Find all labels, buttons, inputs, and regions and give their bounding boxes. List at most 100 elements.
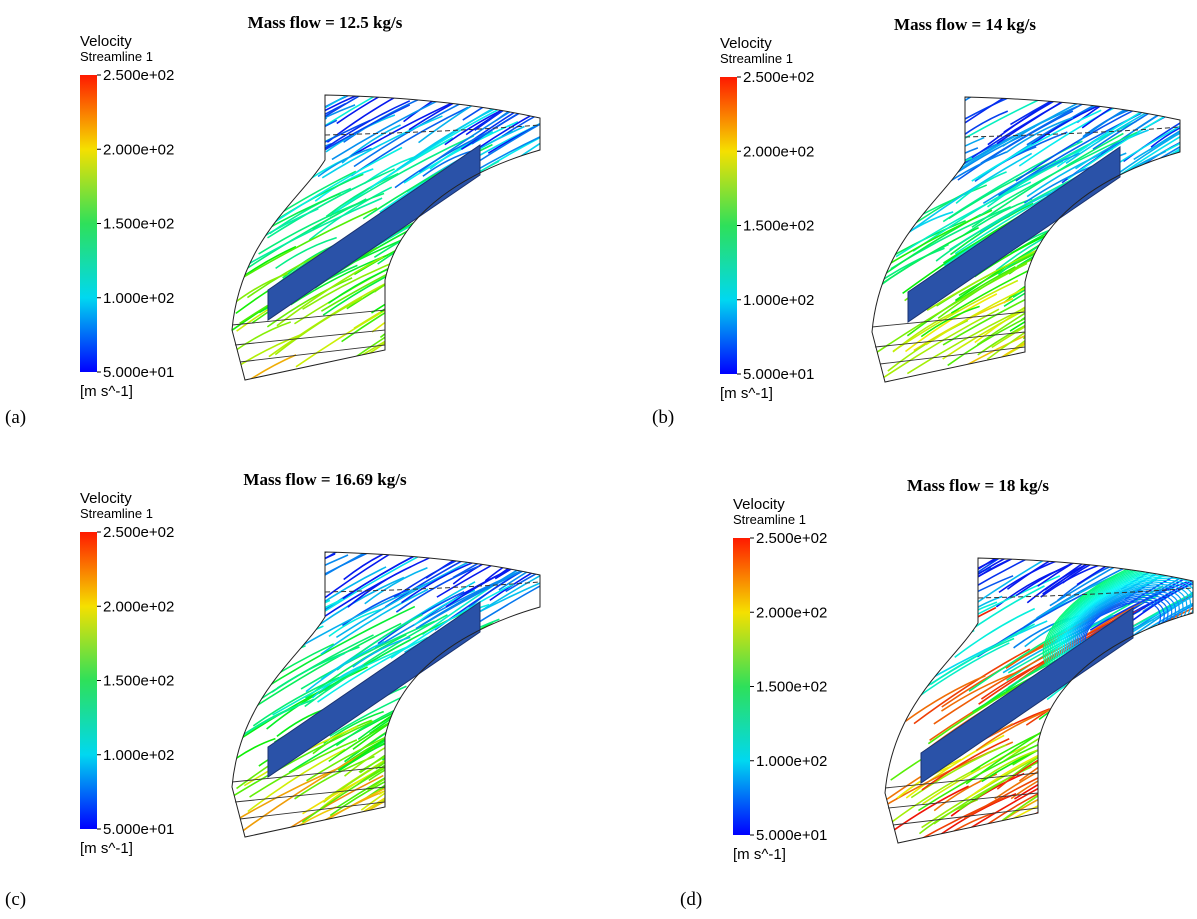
streamline [1107,189,1169,223]
streamline [1066,220,1125,251]
streamline [514,206,540,255]
colorbar [720,77,737,374]
streamline [937,257,1035,319]
streamline [483,760,540,813]
streamline [1110,242,1180,318]
streamline [446,747,513,787]
streamline [463,645,540,733]
streamline [1172,627,1193,666]
streamline [276,256,384,327]
streamline [1078,786,1180,843]
streamline [1089,781,1193,841]
streamline [389,689,520,758]
streamline [503,766,540,837]
streamline [1126,688,1193,726]
streamline [328,608,382,638]
streamline [905,330,1036,382]
streamline [1081,97,1169,129]
streamline [1170,626,1193,694]
streamline [415,552,540,630]
streamline [1115,755,1193,817]
streamline [1149,358,1180,382]
streamline [1067,328,1152,376]
streamline [406,298,460,333]
streamline [427,333,498,373]
streamline [475,242,527,272]
streamline [395,565,480,613]
streamline [513,707,540,775]
streamline [444,666,540,742]
streamline [1069,285,1126,322]
streamline [954,607,1036,658]
hub-line [964,126,1181,138]
streamline [1168,715,1193,755]
streamline [450,355,509,380]
streamline [379,292,452,339]
streamline [491,670,540,755]
streamline [469,144,540,229]
streamline [1111,695,1193,761]
streamline [500,655,540,688]
streamline [1020,261,1128,321]
streamline [1104,716,1163,749]
streamline [432,207,533,271]
streamline [444,233,540,312]
streamline [902,152,1033,238]
streamline [955,171,1007,204]
streamline [1101,329,1180,382]
streamline [384,552,521,608]
streamline [445,680,540,772]
streamline [1022,305,1086,340]
streamline [485,552,540,591]
streamline [1059,287,1149,341]
streamline [478,216,540,304]
streamline [1054,232,1171,298]
streamline [892,279,1019,352]
streamline [920,305,980,338]
outlet-band [884,772,1039,826]
streamline [471,172,540,273]
streamline [276,646,360,689]
streamline [1011,305,1141,382]
blade [267,144,481,321]
streamline [1113,289,1180,373]
panel: Mass flow = 16.69 kg/s VelocityStreamline… [80,470,541,857]
streamline [462,95,540,121]
streamline [431,307,540,380]
streamline [321,115,443,179]
colorbar [80,75,97,372]
streamline [394,131,489,189]
streamline [287,579,436,655]
streamline [308,186,393,241]
streamline [508,271,540,345]
streamline [1124,686,1193,749]
streamline [472,702,540,796]
streamline [1107,178,1180,256]
streamline [903,636,968,676]
blade [907,146,1121,323]
streamline [236,581,291,613]
streamline [1025,776,1152,843]
legend-subtitle: Streamline 1 [80,49,153,64]
streamline [1089,581,1187,631]
streamline [341,306,454,370]
streamline [1114,98,1180,180]
streamline [508,246,540,320]
blade [267,601,481,778]
streamline [325,172,399,218]
streamline [507,294,540,374]
domain-outline [231,551,541,838]
streamline [502,235,540,319]
streamline [1010,97,1147,126]
streamline [1119,97,1180,163]
streamline [422,686,518,736]
streamline [463,730,540,823]
streamline [1026,261,1079,290]
streamline [1121,727,1193,815]
streamline [497,794,540,837]
streamline [1126,186,1180,263]
streamline [331,95,477,161]
streamline [474,603,540,686]
streamline [1110,643,1166,679]
streamline [1067,97,1180,180]
